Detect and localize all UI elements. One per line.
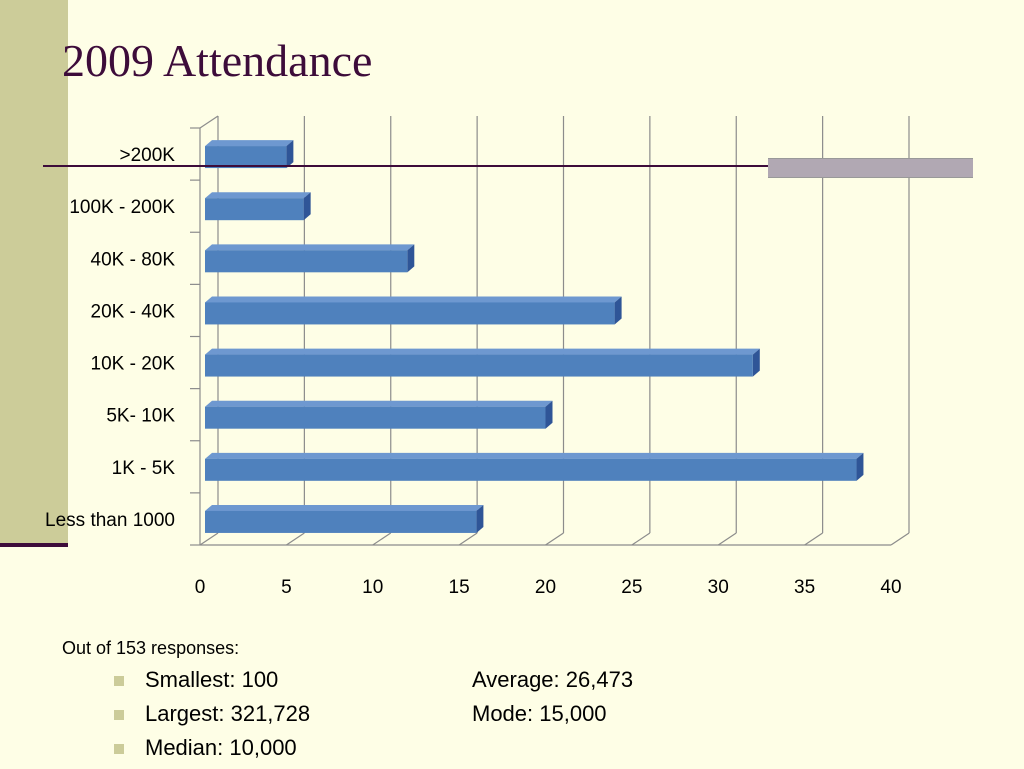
title-rule: [43, 165, 973, 167]
bar-side: [752, 348, 760, 377]
bar-top: [205, 296, 622, 303]
gridline-floor: [631, 532, 651, 546]
category-label: 100K - 200K: [69, 197, 175, 218]
gridline-floor: [890, 532, 910, 546]
stat-text: Largest: 321,728: [145, 701, 311, 726]
gridline-floor: [199, 532, 219, 546]
gridline-floor: [372, 532, 392, 546]
bar-side: [303, 192, 311, 221]
bar: [205, 198, 304, 221]
bullet-icon: [114, 710, 124, 720]
chart-bars: [205, 140, 864, 533]
axis-wall-top: [199, 115, 219, 129]
bar: [205, 302, 615, 325]
category-label: 10K - 20K: [91, 354, 176, 375]
x-tick-label: 25: [621, 577, 642, 598]
summary-intro: Out of 153 responses:: [62, 638, 240, 658]
category-label: >200K: [120, 145, 176, 166]
gridline-floor: [804, 532, 823, 546]
bar-top: [205, 504, 484, 511]
stat-smallest: Smallest: 100: [112, 667, 310, 701]
stat-average: Average: 26,473: [472, 667, 634, 692]
x-tick-label: 5: [281, 577, 292, 598]
stat-median: Median: 10,000: [112, 735, 310, 769]
bar-side: [545, 400, 553, 429]
slide-title: 2009 Attendance: [62, 35, 373, 86]
accent-strip: [0, 0, 68, 547]
bar-chart: >200K 100K - 200K 40K - 80K 20K - 40K 10K - …: [45, 115, 910, 598]
bar: [205, 146, 287, 169]
bullet-icon: [114, 676, 124, 686]
bar-top: [205, 140, 294, 147]
bar-side: [476, 504, 484, 533]
stats-list-right: Average: 26,473 Mode: 15,000: [472, 667, 633, 735]
stats-list-left: Smallest: 100 Largest: 321,728 Median: 1…: [112, 667, 310, 769]
gridline-floor: [458, 532, 478, 546]
bar-top: [205, 244, 415, 251]
stat-text: Median: 10,000: [145, 735, 297, 760]
gridline-floor: [717, 532, 737, 546]
category-label: 40K - 80K: [91, 249, 176, 270]
bullet-icon: [114, 744, 124, 754]
accent-strip-tick: [0, 543, 68, 547]
x-tick-label: 30: [708, 577, 729, 598]
title-accent-bar: [768, 158, 973, 178]
x-tick-label: 0: [195, 577, 206, 598]
x-tick-label: 40: [880, 577, 901, 598]
bar-top: [205, 400, 553, 407]
stat-text: Smallest: 100: [145, 667, 279, 692]
stat-mode: Mode: 15,000: [472, 701, 607, 726]
category-label: 20K - 40K: [91, 301, 176, 322]
bar: [205, 406, 546, 429]
chart-labels: >200K 100K - 200K 40K - 80K 20K - 40K 10K - …: [45, 145, 902, 598]
category-label: Less than 1000: [45, 510, 175, 531]
bar-top: [205, 192, 311, 199]
x-tick-label: 20: [535, 577, 556, 598]
x-tick-label: 10: [362, 577, 383, 598]
category-label: 1K - 5K: [112, 458, 176, 479]
bar-side: [614, 296, 622, 325]
gridline-floor: [545, 532, 564, 546]
bar-top: [205, 348, 760, 355]
bar: [205, 458, 857, 481]
x-tick-label: 15: [449, 577, 470, 598]
bar-top: [205, 452, 864, 459]
bar-side: [407, 244, 415, 273]
gridline-floor: [286, 532, 305, 546]
bar-side: [286, 140, 294, 169]
bar-side: [856, 452, 864, 481]
x-tick-label: 35: [794, 577, 815, 598]
bar: [205, 510, 477, 533]
stat-largest: Largest: 321,728: [112, 701, 310, 735]
category-label: 5K- 10K: [106, 406, 175, 427]
bar: [205, 250, 408, 273]
bar: [205, 354, 753, 377]
